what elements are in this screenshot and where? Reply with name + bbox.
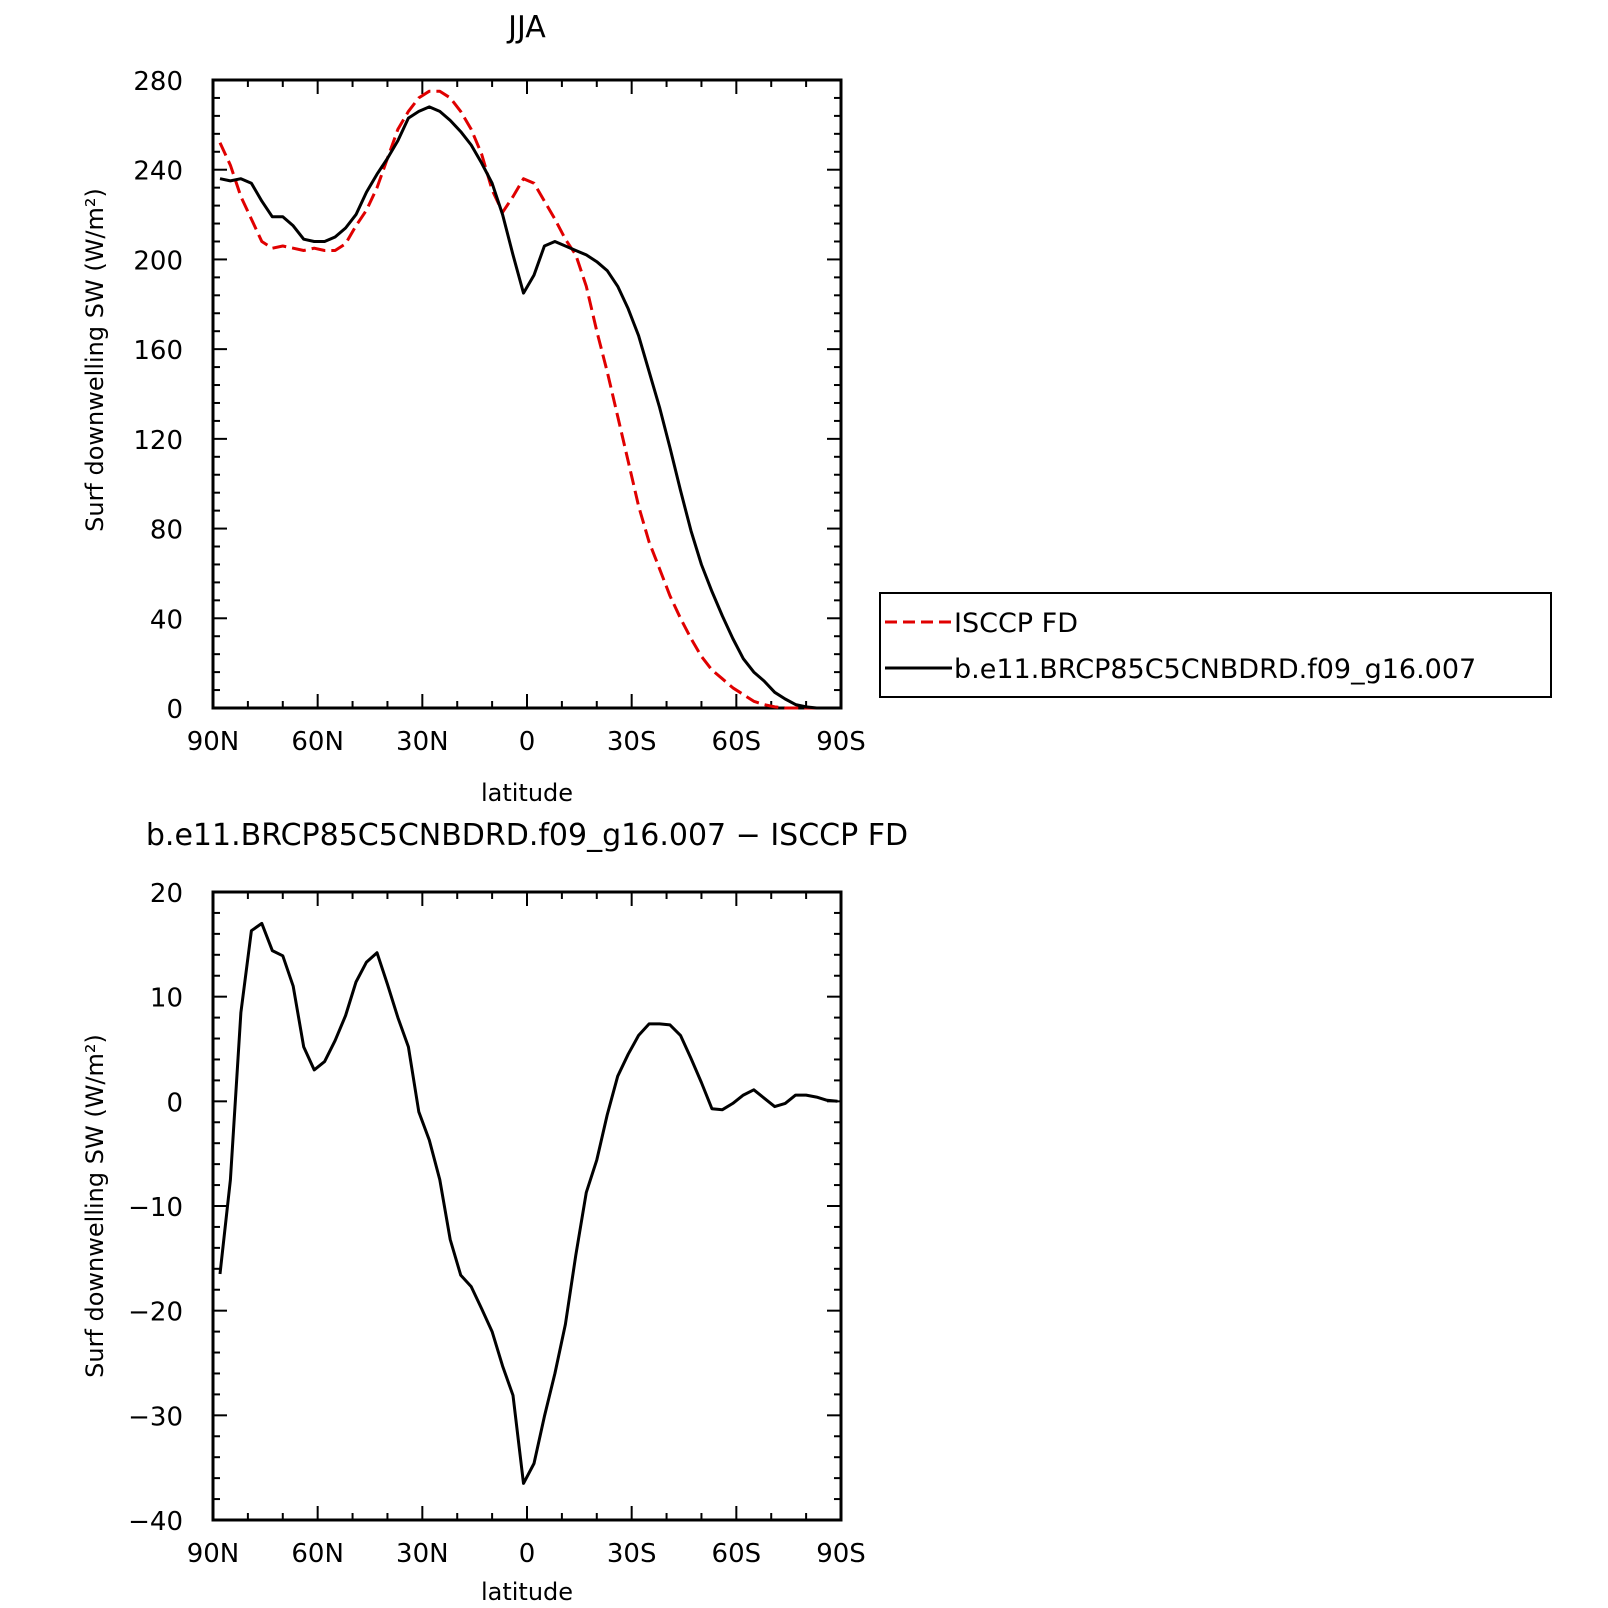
top-xtick-label: 30S: [607, 727, 657, 757]
top-ytick-label: 0: [166, 695, 183, 725]
legend-label-model: b.e11.BRCP85C5CNBDRD.f09_g16.007: [954, 654, 1476, 685]
bottom-xtick-label: 30S: [607, 1539, 657, 1569]
top-xtick-label: 0: [519, 727, 536, 757]
bottom-xtick-label: 90S: [816, 1539, 866, 1569]
bottom-ytick-label: −20: [128, 1298, 183, 1328]
bottom-y-axis-label: Surf downwelling SW (W/m²): [81, 1034, 109, 1378]
top-chart-panel: JJA 90N 60N 30N 0 30S 60S 90S 0 40 80 120 160 200 240…: [81, 10, 866, 807]
top-ytick-label: 40: [150, 605, 183, 635]
top-series-1-line: [219, 105, 838, 710]
top-ytick-label: 240: [133, 157, 183, 187]
top-frame: [211, 78, 843, 710]
bottom-ytick-label: −30: [128, 1402, 183, 1432]
bottom-xtick-label: 0: [519, 1539, 536, 1569]
top-chart-title: JJA: [506, 10, 546, 45]
legend-box: [879, 592, 1552, 698]
bottom-ytick-label: 0: [166, 1088, 183, 1118]
top-ytick-label: 200: [133, 246, 183, 276]
top-xtick-label: 30N: [396, 727, 449, 757]
top-xtick-label: 60N: [291, 727, 344, 757]
top-ytick-label: 280: [133, 67, 183, 97]
bottom-ytick-label: −40: [128, 1507, 183, 1537]
bottom-chart-panel: b.e11.BRCP85C5CNBDRD.f09_g16.007 − ISCCP…: [81, 818, 908, 1606]
bottom-ytick-label: 20: [150, 879, 183, 909]
top-plot-area: 90N 60N 30N 0 30S 60S 90S 0 40 80 120 160 200 240 280: [133, 67, 865, 757]
top-xtick-label: 90S: [816, 727, 866, 757]
bottom-series-0-line: [218, 921, 838, 1485]
top-ytick-label: 80: [150, 516, 183, 546]
top-series-0-line: [218, 89, 838, 710]
bottom-xtick-label: 60S: [712, 1539, 762, 1569]
top-y-axis-label: Surf downwelling SW (W/m²): [81, 188, 109, 532]
top-xtick-label: 60S: [712, 727, 762, 757]
top-xtick-label: 90N: [187, 727, 240, 757]
bottom-ytick-label: −10: [128, 1193, 183, 1223]
bottom-xtick-label: 60N: [291, 1539, 344, 1569]
top-ytick-label: 160: [133, 336, 183, 366]
bottom-ytick-label: 10: [150, 984, 183, 1014]
bottom-xtick-label: 90N: [187, 1539, 240, 1569]
bottom-x-axis-label: latitude: [481, 1578, 573, 1606]
legend-label-isccp: ISCCP FD: [954, 608, 1078, 639]
legend: ISCCP FD b.e11.BRCP85C5CNBDRD.f09_g16.00…: [879, 592, 1552, 698]
bottom-chart-title: b.e11.BRCP85C5CNBDRD.f09_g16.007 − ISCCP…: [146, 818, 908, 853]
bottom-frame: [211, 890, 843, 1522]
top-ytick-label: 120: [133, 426, 183, 456]
bottom-xtick-label: 30N: [396, 1539, 449, 1569]
top-x-axis-label: latitude: [481, 779, 573, 807]
bottom-plot-area: 90N 60N 30N 0 30S 60S 90S −40 −30 −20 −10 0 10 20: [128, 879, 866, 1569]
